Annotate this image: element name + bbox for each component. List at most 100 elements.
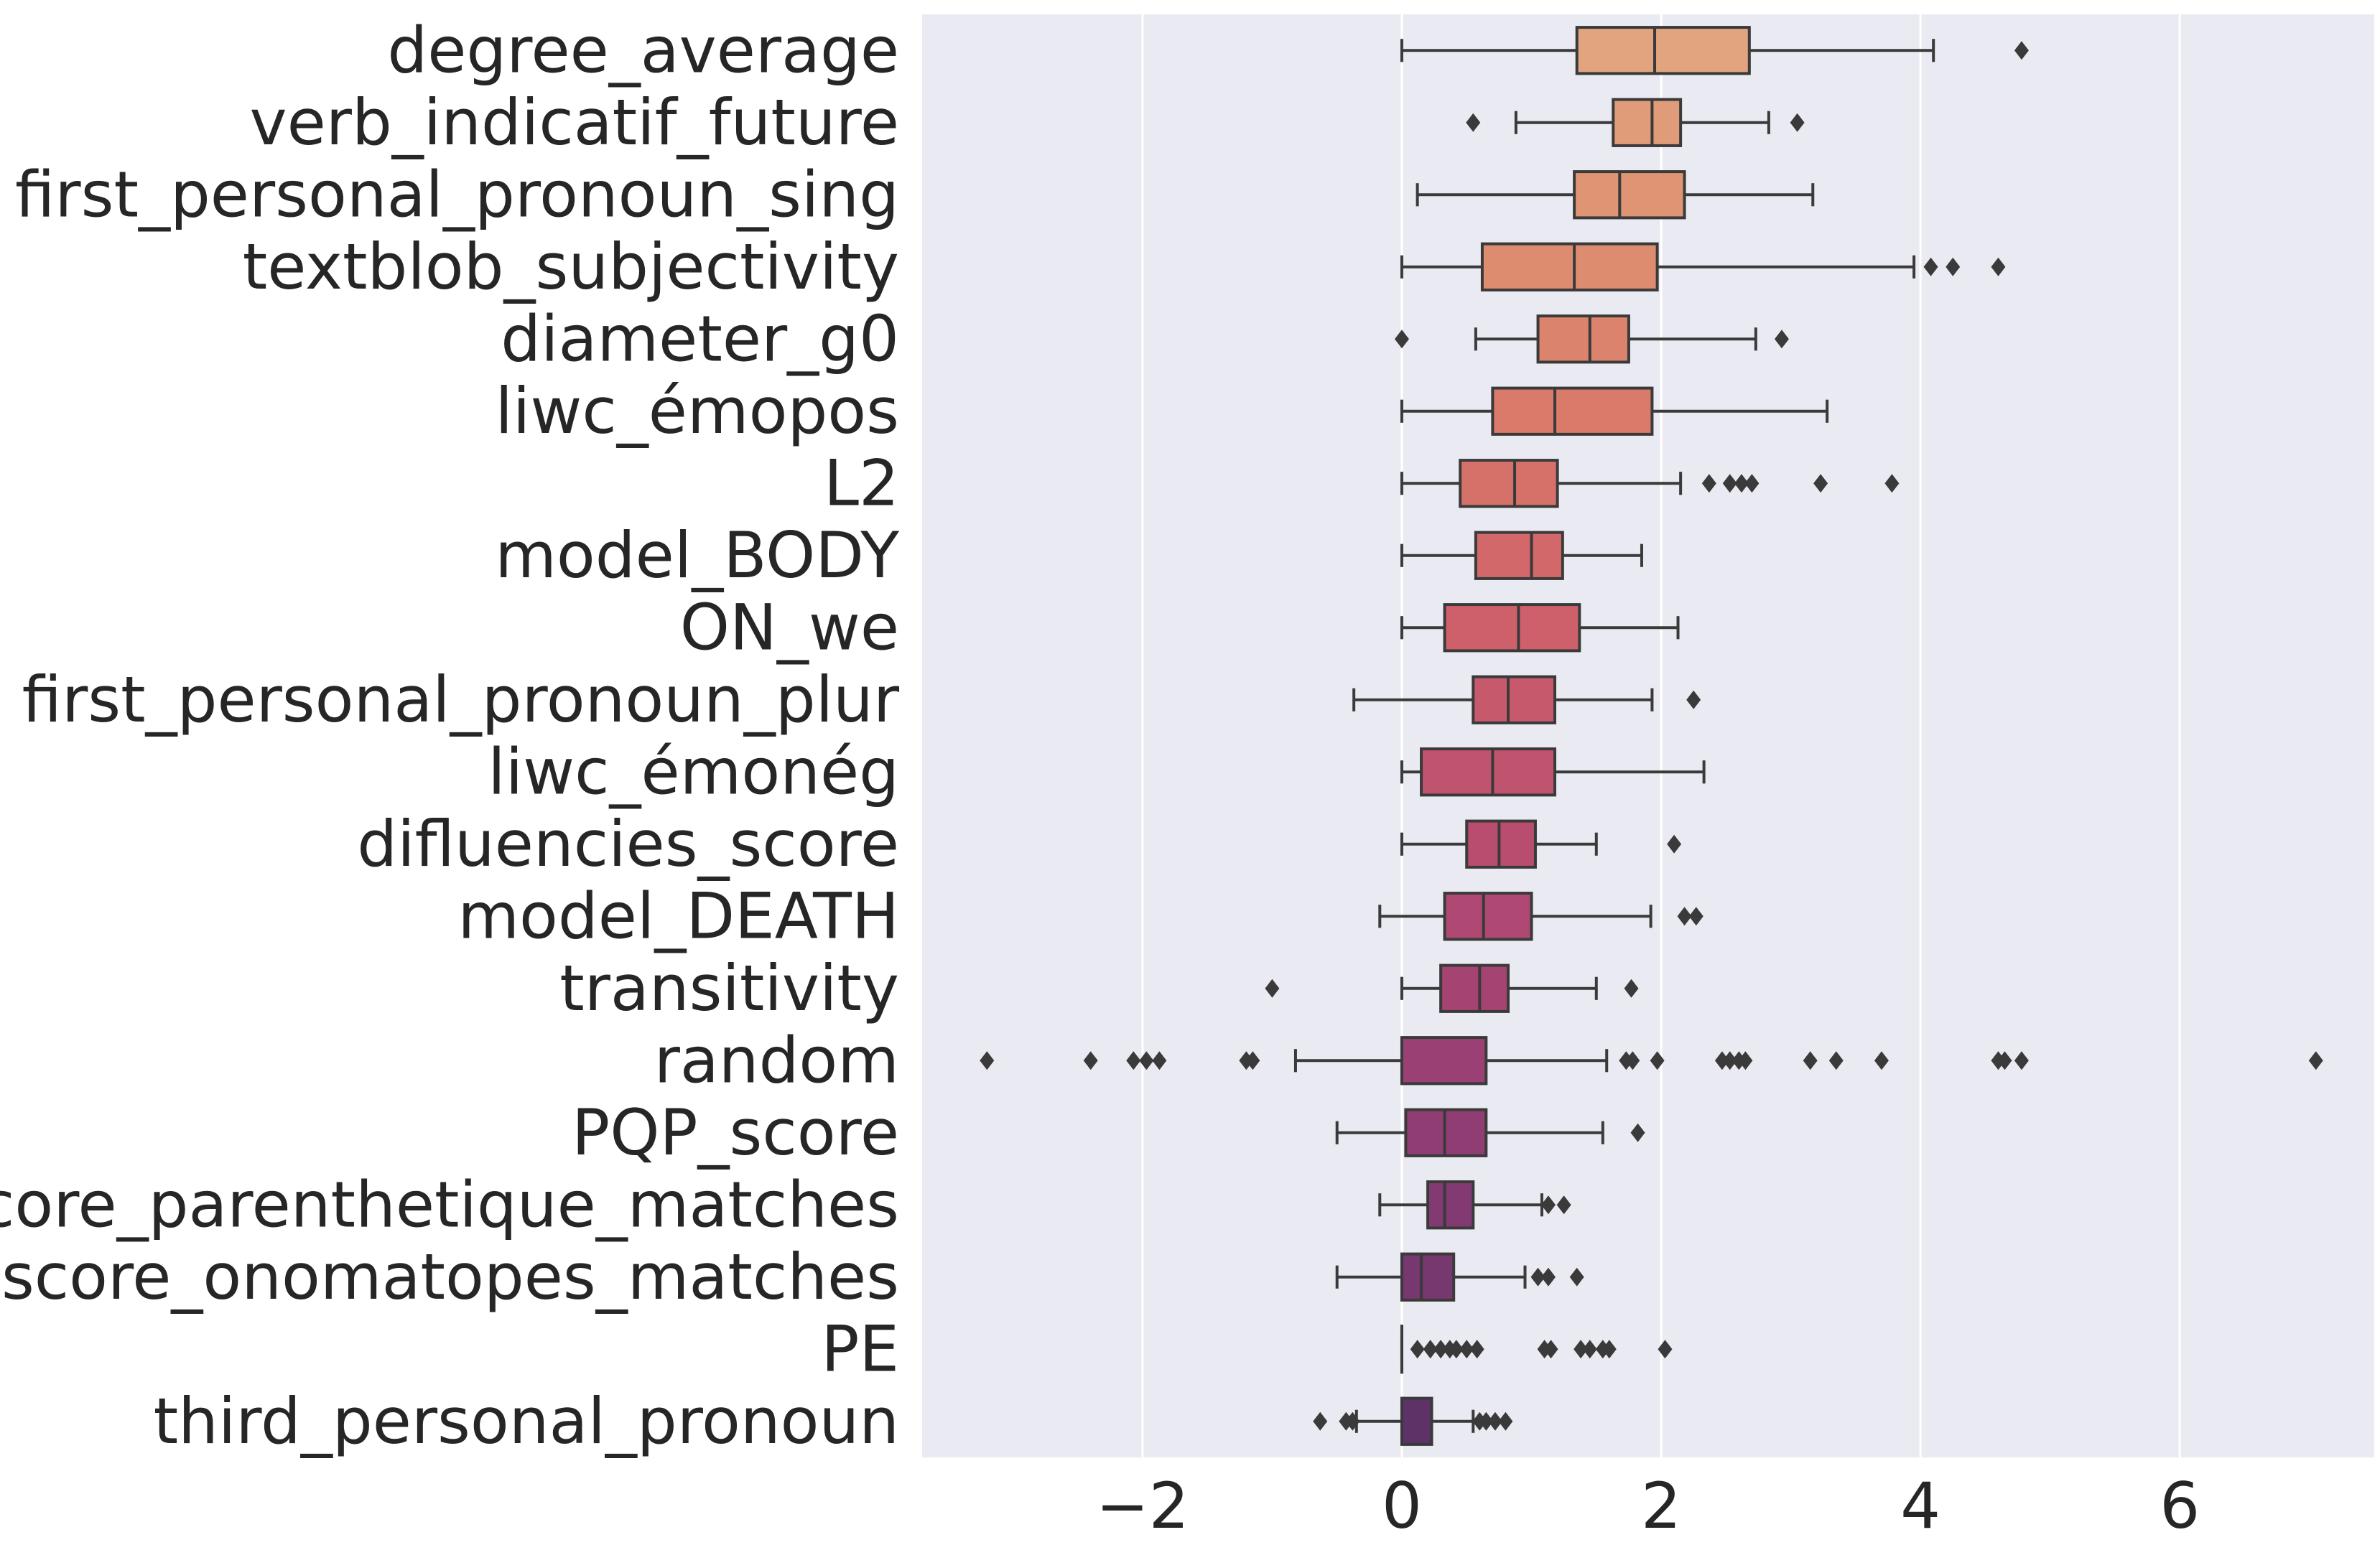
box-model_BODY (1400, 531, 1643, 580)
box-iqr (1459, 459, 1559, 508)
box-score_parenthetique_matches (1378, 1180, 1571, 1230)
vertical-grid-lines (1141, 14, 2181, 1457)
outlier-point (1574, 1340, 1589, 1359)
outlier-point (1874, 1051, 1889, 1070)
box-iqr (1443, 892, 1533, 941)
box-iqr (1573, 170, 1686, 220)
outlier-point (1722, 1051, 1737, 1070)
box-L2 (1400, 459, 1900, 508)
outlier-point (1744, 474, 1760, 493)
box-first_personal_pronoun_plur (1352, 675, 1701, 724)
box-liwc_émopos (1400, 386, 1829, 436)
category-label: first_personal_pronoun_sing (15, 157, 899, 231)
box-diameter_g0 (1394, 314, 1789, 364)
box-iqr (1443, 603, 1581, 653)
category-label: degree_average (387, 13, 899, 87)
category-labels: degree_averageverb_indicatif_futurefirst… (0, 13, 900, 1458)
outlier-point (1083, 1051, 1098, 1070)
outlier-point (1803, 1051, 1818, 1070)
box-iqr (1439, 963, 1510, 1013)
box-iqr (1465, 819, 1537, 869)
outlier-point (1813, 474, 1828, 493)
box-iqr (1400, 1396, 1433, 1446)
category-label: model_BODY (495, 518, 899, 592)
box-iqr (1612, 98, 1683, 147)
box-iqr (1426, 1180, 1475, 1230)
outlier-point (1313, 1411, 1328, 1431)
box-iqr (1491, 386, 1654, 436)
outlier-point (1997, 1051, 2012, 1070)
outlier-point (1479, 1411, 1494, 1431)
x-tick-label: 0 (1382, 1469, 1422, 1543)
outlier-point (1722, 474, 1737, 493)
box-iqr (1536, 314, 1630, 364)
outlier-point (1688, 907, 1703, 926)
outlier-point (1569, 1267, 1584, 1287)
box-degree_average (1400, 26, 2029, 75)
outlier-point (1139, 1051, 1154, 1070)
box-iqr (1400, 1252, 1456, 1302)
outlier-point (1126, 1051, 1141, 1070)
x-tick-label: 6 (2160, 1469, 2200, 1543)
x-axis-ticks: −2 0 2 4 6 (1096, 1469, 2200, 1543)
x-tick-label: 2 (1641, 1469, 1681, 1543)
box-liwc_émonég (1400, 747, 1706, 797)
box-third_personal_pronoun (1313, 1396, 1513, 1446)
outlier-point (1423, 1340, 1438, 1359)
outlier-point (1487, 1411, 1502, 1431)
outlier-point (1556, 1195, 1571, 1215)
box-random (980, 1036, 2323, 1086)
outlier-point (2014, 41, 2029, 60)
outlier-point (1991, 257, 2006, 276)
outlier-point (1459, 1340, 1474, 1359)
outlier-point (1630, 1123, 1645, 1142)
category-label: verb_indicatif_future (250, 85, 899, 159)
box-iqr (1420, 747, 1557, 797)
category-label: difluencies_score (357, 807, 899, 881)
box-difluencies_score (1400, 819, 1682, 869)
outlier-point (1774, 330, 1789, 349)
x-tick-label: −2 (1096, 1469, 1189, 1543)
category-label: liwc_émopos (495, 374, 899, 448)
outlier-point (1245, 1051, 1260, 1070)
outlier-point (1946, 257, 1961, 276)
category-label: PQP_score (572, 1096, 899, 1170)
outlier-point (1540, 1195, 1556, 1215)
outlier-point (2014, 1051, 2029, 1070)
outlier-point (1686, 690, 1701, 709)
outlier-point (1923, 257, 1938, 276)
outlier-point (1433, 1340, 1449, 1359)
outlier-point (1667, 834, 1682, 854)
outlier-point (1625, 1051, 1640, 1070)
outlier-point (1602, 1340, 1617, 1359)
outlier-point (1449, 1340, 1464, 1359)
outlier-point (2308, 1051, 2323, 1070)
outlier-point (1790, 113, 1805, 132)
outlier-point (1540, 1267, 1556, 1287)
outlier-point (1650, 1051, 1665, 1070)
category-label: random (654, 1023, 899, 1097)
outlier-point (1152, 1051, 1167, 1070)
category-label: PE (821, 1312, 899, 1386)
outlier-point (1884, 474, 1900, 493)
outlier-point (1677, 907, 1692, 926)
box-iqr (1472, 675, 1557, 724)
box-first_personal_pronoun_sing (1416, 170, 1815, 220)
x-tick-label: 4 (1900, 1469, 1940, 1543)
outlier-point (1466, 113, 1481, 132)
outlier-point (1738, 1051, 1753, 1070)
category-label: diameter_g0 (501, 302, 899, 375)
box-iqr (1474, 531, 1564, 580)
outlier-point (1530, 1267, 1545, 1287)
box-PE (1400, 1325, 1673, 1374)
outlier-point (1658, 1340, 1673, 1359)
outlier-point (980, 1051, 995, 1070)
box-series (980, 26, 2323, 1446)
outlier-point (1498, 1411, 1513, 1431)
box-model_DEATH (1378, 892, 1703, 941)
category-label: model_DEATH (457, 879, 899, 953)
outlier-point (1543, 1340, 1558, 1359)
outlier-point (1469, 1340, 1484, 1359)
outlier-point (1714, 1051, 1729, 1070)
